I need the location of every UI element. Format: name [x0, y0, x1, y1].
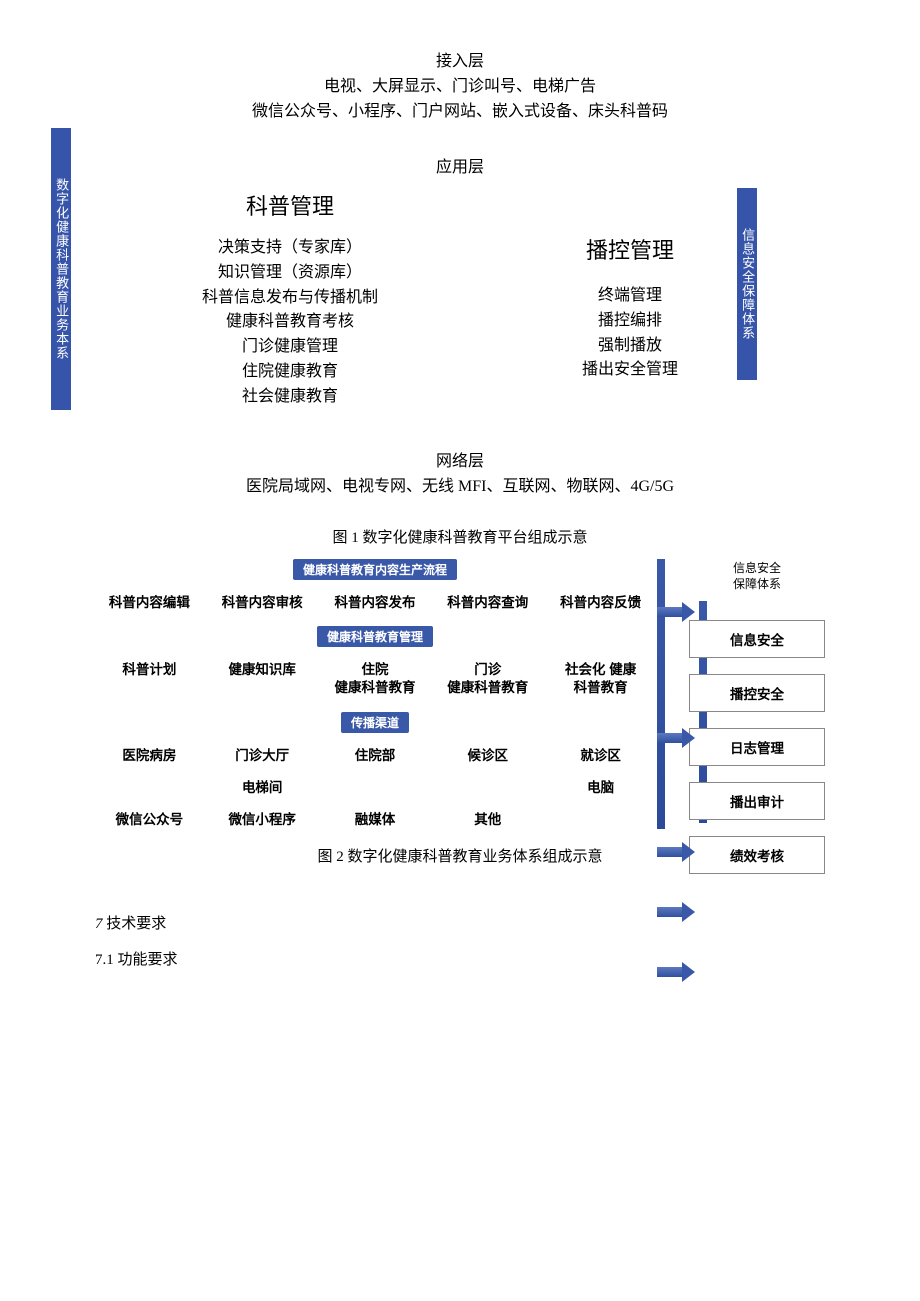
section-7: 7 技术要求 [95, 906, 825, 942]
fig2-cell: 科普内容发布 [321, 594, 430, 612]
fig1-network-title: 网络层 [95, 450, 825, 475]
fig1-science-item: 决策支持（专家库） [150, 236, 430, 261]
fig1-science-title: 科普管理 [150, 190, 430, 224]
fig2-cell: 社会化 健康科普教育 [546, 661, 655, 697]
fig1-broadcast-items: 终端管理播控编排强制播放播出安全管理 [490, 284, 770, 383]
fig2-side-box: 绩效考核 [689, 836, 825, 874]
fig2-cell: 科普计划 [95, 661, 204, 697]
fig2-cell: 融媒体 [321, 811, 430, 829]
fig1-col-broadcast: 播控管理 终端管理播控编排强制播放播出安全管理 [490, 190, 770, 410]
fig2-cell: 科普内容审核 [208, 594, 317, 612]
fig2-cell: 其他 [433, 811, 542, 829]
fig1-science-item: 社会健康教育 [150, 385, 430, 410]
fig2-row: 电梯间 电脑 [95, 779, 655, 797]
fig1-access-line1: 电视、大屏显示、门诊叫号、电梯广告 [95, 75, 825, 100]
fig2-cell: 候诊区 [433, 747, 542, 765]
body-text: 7 技术要求 7.1 功能要求 [95, 906, 825, 978]
fig2-cell: 住院健康科普教育 [321, 661, 430, 697]
fig1-access-title: 接入层 [95, 50, 825, 75]
fig2-side-box: 信息安全 [689, 620, 825, 658]
fig2-cell [546, 811, 655, 829]
fig2-cell: 医院病房 [95, 747, 204, 765]
fig1-col-science: 科普管理 决策支持（专家库）知识管理（资源库）科普信息发布与传播机制健康科普教育… [150, 190, 430, 410]
fig2-cell: 科普内容反馈 [546, 594, 655, 612]
fig2-side-header: 信息安全保障体系 [689, 561, 825, 592]
fig2-row: 科普计划健康知识库住院健康科普教育门诊健康科普教育社会化 健康科普教育 [95, 661, 655, 697]
fig2-cell: 电脑 [546, 779, 655, 797]
arrow-right-icon [657, 963, 695, 981]
fig1-vbar-left: 数字化健康科普教育业务本系 [51, 128, 71, 410]
fig2-cell: 微信小程序 [208, 811, 317, 829]
fig2-vsep-a [657, 559, 665, 829]
fig1-science-item: 科普信息发布与传播机制 [150, 286, 430, 311]
fig2-side: 信息安全保障体系 信息安全播控安全日志管理播出审计绩效考核 [675, 559, 825, 890]
fig1-apply-title: 应用层 [95, 156, 825, 181]
fig2-block-header: 健康科普教育管理 [317, 626, 433, 647]
figure-1-caption: 图 1 数字化健康科普教育平台组成示意 [95, 526, 825, 547]
fig1-network-line: 医院局域网、电视专网、无线 MFI、互联网、物联网、4G/5G [95, 475, 825, 500]
fig2-cell [321, 779, 430, 797]
arrow-right-icon [657, 843, 695, 861]
fig2-cell: 门诊大厅 [208, 747, 317, 765]
arrow-right-icon [657, 903, 695, 921]
fig1-broadcast-item: 播控编排 [490, 309, 770, 334]
fig2-cell: 微信公众号 [95, 811, 204, 829]
fig2-cell [95, 779, 204, 797]
fig2-row: 微信公众号微信小程序融媒体其他 [95, 811, 655, 829]
fig1-science-items: 决策支持（专家库）知识管理（资源库）科普信息发布与传播机制健康科普教育考核门诊健… [150, 236, 430, 410]
fig2-cell: 门诊健康科普教育 [433, 661, 542, 697]
fig2-cell [433, 779, 542, 797]
fig1-science-item: 健康科普教育考核 [150, 310, 430, 335]
fig2-cell: 科普内容查询 [433, 594, 542, 612]
fig2-row: 医院病房门诊大厅住院部候诊区就诊区 [95, 747, 655, 765]
fig1-broadcast-item: 播出安全管理 [490, 358, 770, 383]
fig1-broadcast-item: 强制播放 [490, 334, 770, 359]
fig2-row: 科普内容编辑科普内容审核科普内容发布科普内容查询科普内容反馈 [95, 594, 655, 612]
fig2-block-header: 传播渠道 [341, 712, 409, 733]
fig2-side-box: 日志管理 [689, 728, 825, 766]
figure-1: 数字化健康科普教育业务本系 信息安全保障体系 接入层 电视、大屏显示、门诊叫号、… [95, 50, 825, 490]
fig1-access-layer: 接入层 电视、大屏显示、门诊叫号、电梯广告 微信公众号、小程序、门户网站、嵌入式… [95, 50, 825, 124]
figure-2: 健康科普教育内容生产流程科普内容编辑科普内容审核科普内容发布科普内容查询科普内容… [95, 559, 825, 829]
fig2-main: 健康科普教育内容生产流程科普内容编辑科普内容审核科普内容发布科普内容查询科普内容… [95, 559, 655, 829]
fig2-cell: 住院部 [321, 747, 430, 765]
fig2-side-box: 播控安全 [689, 674, 825, 712]
fig2-cell: 电梯间 [208, 779, 317, 797]
fig1-broadcast-item: 终端管理 [490, 284, 770, 309]
fig2-cell: 就诊区 [546, 747, 655, 765]
arrow-right-icon [657, 729, 695, 747]
fig1-science-item: 住院健康教育 [150, 360, 430, 385]
fig2-block-header: 健康科普教育内容生产流程 [293, 559, 457, 580]
fig1-science-item: 门诊健康管理 [150, 335, 430, 360]
fig1-access-line2: 微信公众号、小程序、门户网站、嵌入式设备、床头科普码 [95, 100, 825, 125]
fig1-network-layer: 网络层 医院局域网、电视专网、无线 MFI、互联网、物联网、4G/5G [95, 450, 825, 500]
section-7-1: 7.1 功能要求 [95, 942, 825, 978]
fig2-cell: 科普内容编辑 [95, 594, 204, 612]
fig2-side-box: 播出审计 [689, 782, 825, 820]
arrow-right-icon [657, 603, 695, 621]
fig1-science-item: 知识管理（资源库） [150, 261, 430, 286]
fig1-broadcast-title: 播控管理 [490, 234, 770, 268]
fig2-cell: 健康知识库 [208, 661, 317, 697]
